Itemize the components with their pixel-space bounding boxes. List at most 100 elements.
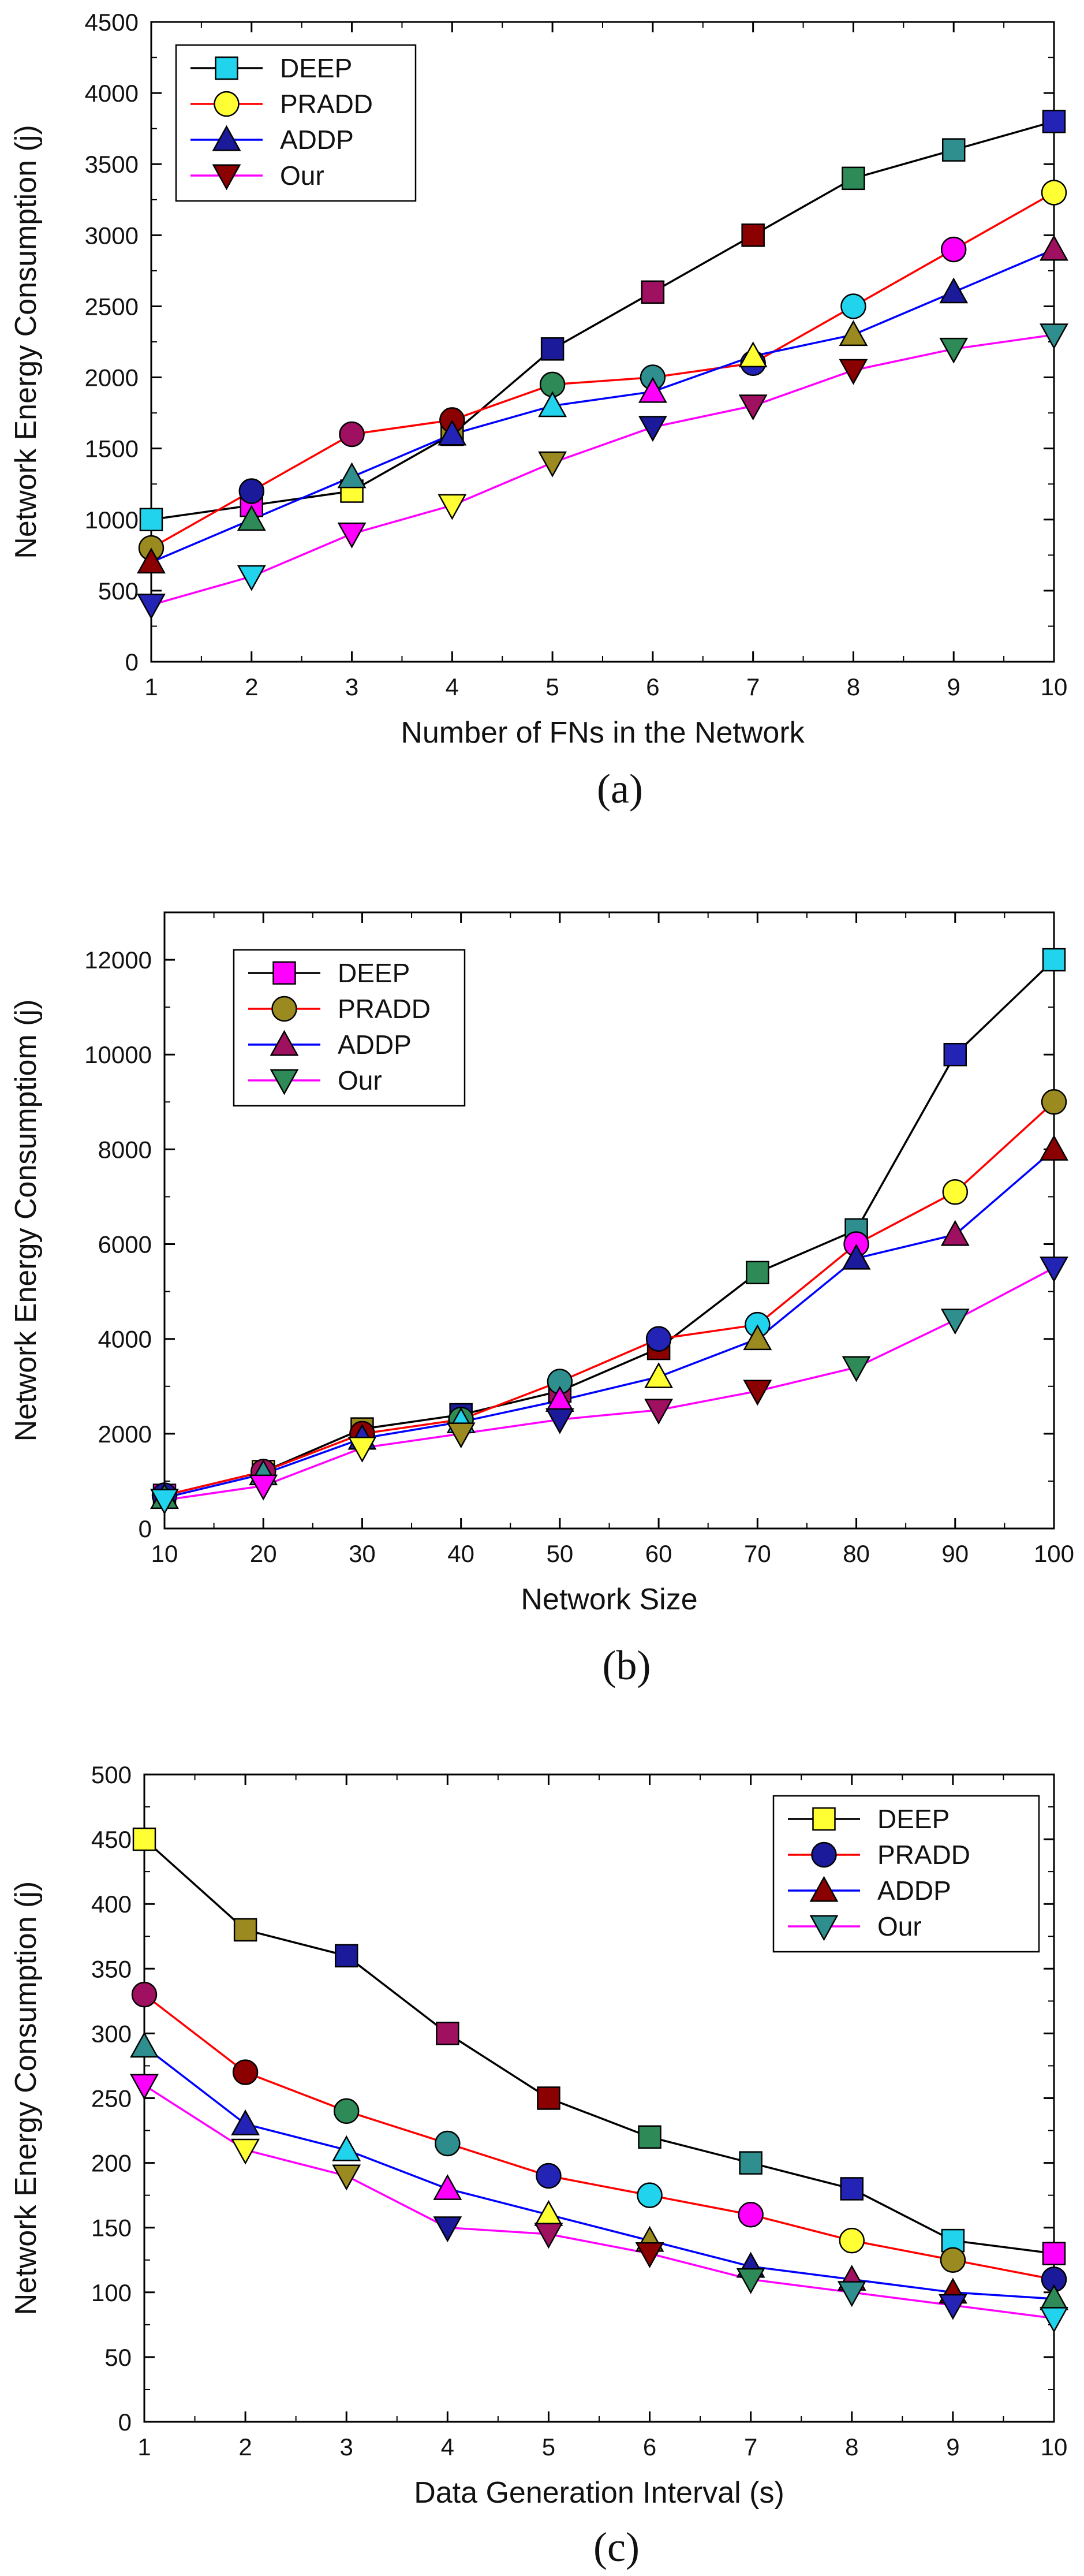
data-point (738, 2202, 764, 2228)
x-tick-label: 30 (349, 1540, 376, 1567)
data-point (1041, 1089, 1067, 1115)
y-tick-label: 10000 (84, 1041, 152, 1068)
legend-marker (270, 1069, 299, 1095)
y-tick-label: 150 (91, 2215, 132, 2242)
data-point (433, 2174, 462, 2200)
x-tick-label: 4 (446, 673, 459, 700)
y-tick-label: 2500 (85, 293, 139, 320)
data-point (237, 505, 266, 531)
y-tick-label: 6000 (98, 1231, 152, 1258)
x-tick-label: 20 (250, 1540, 277, 1567)
x-tick-label: 9 (947, 673, 960, 700)
series-markers-pradd (131, 1981, 1067, 2292)
chart-panel-a: 1 2 3 4 5 6 7 8 9 10 0 500 1000 1500 2000 2500 3000 3500 4… (9, 9, 1068, 750)
legend-label: Our (280, 161, 324, 191)
x-tick-label: 60 (645, 1540, 672, 1567)
data-point (238, 478, 265, 504)
series-line-addp (143, 2045, 1055, 2300)
x-tick-label: 8 (845, 2433, 858, 2461)
series-line-our (151, 333, 1055, 606)
legend-marker (809, 1876, 839, 1902)
x-tick-label: 100 (1034, 1540, 1074, 1567)
x-tick-label: 6 (643, 2433, 656, 2461)
data-point (339, 421, 365, 448)
y-tick-label: 3000 (85, 222, 139, 249)
series-markers-pradd (138, 180, 1067, 561)
series-markers-our (130, 2074, 1068, 2333)
x-tick-label: 6 (646, 673, 659, 700)
data-point (638, 416, 667, 442)
data-point (940, 236, 967, 263)
y-tick-label: 0 (125, 648, 139, 676)
data-point (334, 1944, 358, 1968)
x-tick-label: 7 (746, 673, 760, 700)
data-point (939, 277, 969, 304)
data-point (839, 320, 868, 346)
data-point (231, 2109, 260, 2135)
x-axis-title: Data Generation Interval (s) (414, 2476, 784, 2510)
data-point (842, 1243, 871, 1270)
data-point (1042, 948, 1066, 972)
x-tick-label: 3 (340, 2433, 353, 2461)
y-tick-label: 12000 (84, 946, 152, 974)
data-point (738, 394, 768, 421)
series-markers-our (137, 323, 1068, 620)
data-point (534, 2223, 563, 2249)
data-point (943, 1042, 967, 1067)
series-markers-addp (137, 234, 1068, 574)
y-tick-label: 250 (91, 2085, 132, 2112)
y-axis-title: Network Energy Consumptiom (j) (9, 1000, 43, 1442)
data-point (743, 1380, 772, 1406)
y-tick-label: 1000 (85, 506, 139, 534)
x-tick-label: 5 (542, 2433, 555, 2461)
data-point (842, 1356, 871, 1382)
panel-caption-c: (c) (593, 2524, 640, 2570)
legend-marker (212, 125, 241, 151)
data-point (232, 2059, 259, 2085)
data-point (1040, 323, 1068, 350)
data-point (233, 1918, 257, 1942)
data-point (940, 1308, 970, 1335)
data-point (130, 2074, 159, 2100)
data-point (438, 494, 467, 520)
data-point (1042, 110, 1066, 133)
data-point (839, 2227, 865, 2254)
y-axis-title: Network Energy Consumption (j) (9, 1881, 43, 2315)
legend-label: DEEP (877, 1804, 950, 1834)
data-point (840, 2177, 864, 2201)
data-point (939, 337, 969, 364)
data-point (638, 2125, 661, 2149)
data-point (938, 2294, 967, 2320)
legend-label: ADDP (877, 1876, 951, 1906)
data-point (736, 2268, 765, 2294)
data-point (131, 1981, 158, 2008)
y-tick-label: 400 (91, 1891, 132, 1918)
data-point (644, 1399, 674, 1425)
legend-label: PRADD (338, 994, 431, 1024)
data-point (137, 547, 166, 574)
legend-marker (212, 164, 241, 191)
legend: DEEP PRADD ADDP Our (175, 44, 417, 202)
data-point (130, 2031, 159, 2058)
data-point (337, 462, 367, 489)
legend-label: DEEP (280, 53, 352, 83)
y-tick-label: 0 (139, 1515, 152, 1542)
y-tick-label: 500 (98, 577, 139, 605)
y-tick-label: 500 (91, 1761, 132, 1788)
legend: DEEP PRADD ADDP Our (772, 1795, 1040, 1953)
y-tick-label: 3500 (85, 151, 139, 178)
y-tick-label: 4000 (85, 80, 139, 107)
data-point (347, 1436, 377, 1463)
series-line-pradd (151, 191, 1055, 549)
data-point (839, 359, 868, 385)
data-point (333, 2098, 360, 2124)
series-line-deep (164, 959, 1055, 1497)
data-point (641, 280, 665, 304)
legend-marker (812, 1807, 836, 1831)
legend-label: Our (338, 1065, 382, 1095)
data-point (446, 1422, 476, 1449)
y-tick-label: 350 (91, 1955, 132, 1982)
data-point (840, 293, 866, 319)
data-point (436, 2022, 459, 2045)
data-point (433, 2216, 462, 2243)
